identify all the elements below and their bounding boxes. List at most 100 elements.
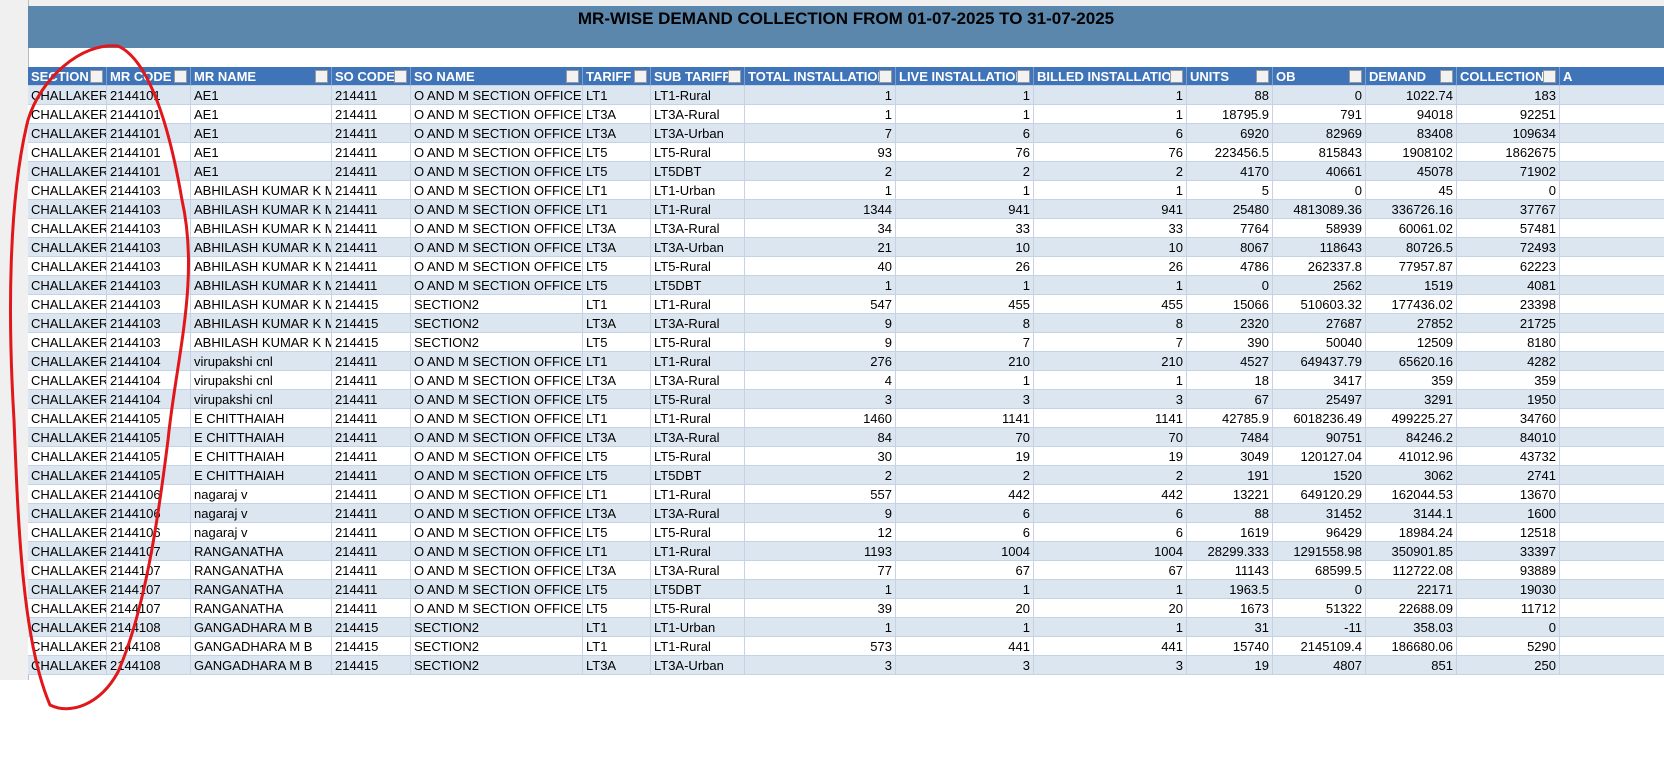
table-cell: 67 (1187, 390, 1273, 409)
filter-button[interactable] (90, 70, 103, 83)
table-cell: CHALLAKERE (28, 200, 107, 219)
column-header: LIVE INSTALLATION (896, 67, 1034, 86)
table-cell: 13670 (1457, 485, 1560, 504)
table-cell: 2144101 (107, 162, 191, 181)
table-cell: O AND M SECTION OFFICE-1 (411, 143, 583, 162)
table-cell: CHALLAKERE (28, 181, 107, 200)
table-cell: 94018 (1366, 105, 1457, 124)
table-cell: 1862675 (1457, 143, 1560, 162)
table-cell: 214411 (332, 523, 411, 542)
filter-button[interactable] (1256, 70, 1269, 83)
filter-button[interactable] (174, 70, 187, 83)
table-cell: 557 (745, 485, 896, 504)
table-cell: 214411 (332, 105, 411, 124)
table-cell: SECTION2 (411, 295, 583, 314)
table-cell: 4807 (1273, 656, 1366, 675)
table-cell: 442 (896, 485, 1034, 504)
table-cell: LT3A (583, 105, 651, 124)
table-cell: 214411 (332, 124, 411, 143)
filter-button[interactable] (634, 70, 647, 83)
table-cell: O AND M SECTION OFFICE-1 (411, 105, 583, 124)
empty-cell (1560, 542, 1664, 561)
filter-button[interactable] (1017, 70, 1030, 83)
table-cell: 1344 (745, 200, 896, 219)
empty-cell (1560, 504, 1664, 523)
table-cell: 2144105 (107, 428, 191, 447)
table-cell: CHALLAKERE (28, 542, 107, 561)
table-cell: 499225.27 (1366, 409, 1457, 428)
table-cell: ABHILASH KUMAR K M (191, 295, 332, 314)
table-cell: O AND M SECTION OFFICE-1 (411, 390, 583, 409)
table-cell: 358.03 (1366, 618, 1457, 637)
table-cell: 33 (1034, 219, 1187, 238)
table-cell: 649437.79 (1273, 352, 1366, 371)
table-cell: 1600 (1457, 504, 1560, 523)
table-cell: 26 (896, 257, 1034, 276)
filter-button[interactable] (394, 70, 407, 83)
table-cell: 2 (896, 466, 1034, 485)
table-cell: CHALLAKERE (28, 219, 107, 238)
filter-button[interactable] (315, 70, 328, 83)
table-cell: 210 (1034, 352, 1187, 371)
table-cell: 2144103 (107, 314, 191, 333)
table-cell: 3 (896, 390, 1034, 409)
table-cell: 1 (896, 580, 1034, 599)
table-cell: 214411 (332, 257, 411, 276)
table-cell: CHALLAKERE (28, 656, 107, 675)
table-cell: RANGANATHA (191, 580, 332, 599)
filter-button[interactable] (1440, 70, 1453, 83)
table-cell: O AND M SECTION OFFICE-1 (411, 409, 583, 428)
table-cell: 2144103 (107, 333, 191, 352)
table-cell: 40661 (1273, 162, 1366, 181)
table-cell: ABHILASH KUMAR K M (191, 276, 332, 295)
table-cell: 25497 (1273, 390, 1366, 409)
filter-button[interactable] (566, 70, 579, 83)
table-cell: O AND M SECTION OFFICE-1 (411, 599, 583, 618)
table-cell: 7 (745, 124, 896, 143)
table-cell: 6920 (1187, 124, 1273, 143)
table-cell: O AND M SECTION OFFICE-1 (411, 504, 583, 523)
table-cell: LT1 (583, 618, 651, 637)
table-cell: 3 (745, 656, 896, 675)
table-cell: O AND M SECTION OFFICE-1 (411, 162, 583, 181)
table-cell: O AND M SECTION OFFICE-1 (411, 485, 583, 504)
filter-button[interactable] (1170, 70, 1183, 83)
table-cell: 18795.9 (1187, 105, 1273, 124)
table-cell: 12509 (1366, 333, 1457, 352)
table-cell: ABHILASH KUMAR K M (191, 200, 332, 219)
filter-button[interactable] (879, 70, 892, 83)
table-cell: CHALLAKERE (28, 447, 107, 466)
table-cell: 2144107 (107, 542, 191, 561)
table-cell: 3 (896, 656, 1034, 675)
table-cell: 2144105 (107, 447, 191, 466)
table-cell: 214411 (332, 485, 411, 504)
column-header: UNITS (1187, 67, 1273, 86)
filter-button[interactable] (1349, 70, 1362, 83)
table-cell: nagaraj v (191, 504, 332, 523)
table-cell: LT1-Rural (651, 542, 745, 561)
table-cell: 27852 (1366, 314, 1457, 333)
table-cell: 2 (745, 466, 896, 485)
table-cell: 1950 (1457, 390, 1560, 409)
table-cell: CHALLAKERE (28, 599, 107, 618)
table-cell: 22171 (1366, 580, 1457, 599)
table-cell: 1519 (1366, 276, 1457, 295)
table-cell: LT1 (583, 86, 651, 105)
table-cell: LT3A-Rural (651, 371, 745, 390)
empty-cell (1560, 371, 1664, 390)
table-cell: O AND M SECTION OFFICE-1 (411, 276, 583, 295)
table-cell: CHALLAKERE (28, 257, 107, 276)
table-cell: 76 (896, 143, 1034, 162)
table-cell: 276 (745, 352, 896, 371)
table-cell: 214415 (332, 618, 411, 637)
filter-button[interactable] (1543, 70, 1556, 83)
table-cell: 18 (1187, 371, 1273, 390)
table-cell: 50040 (1273, 333, 1366, 352)
table-cell: LT5 (583, 257, 651, 276)
table-cell: SECTION2 (411, 314, 583, 333)
table-cell: LT1 (583, 637, 651, 656)
filter-button[interactable] (728, 70, 741, 83)
table-cell: RANGANATHA (191, 542, 332, 561)
table-cell: 2144108 (107, 637, 191, 656)
